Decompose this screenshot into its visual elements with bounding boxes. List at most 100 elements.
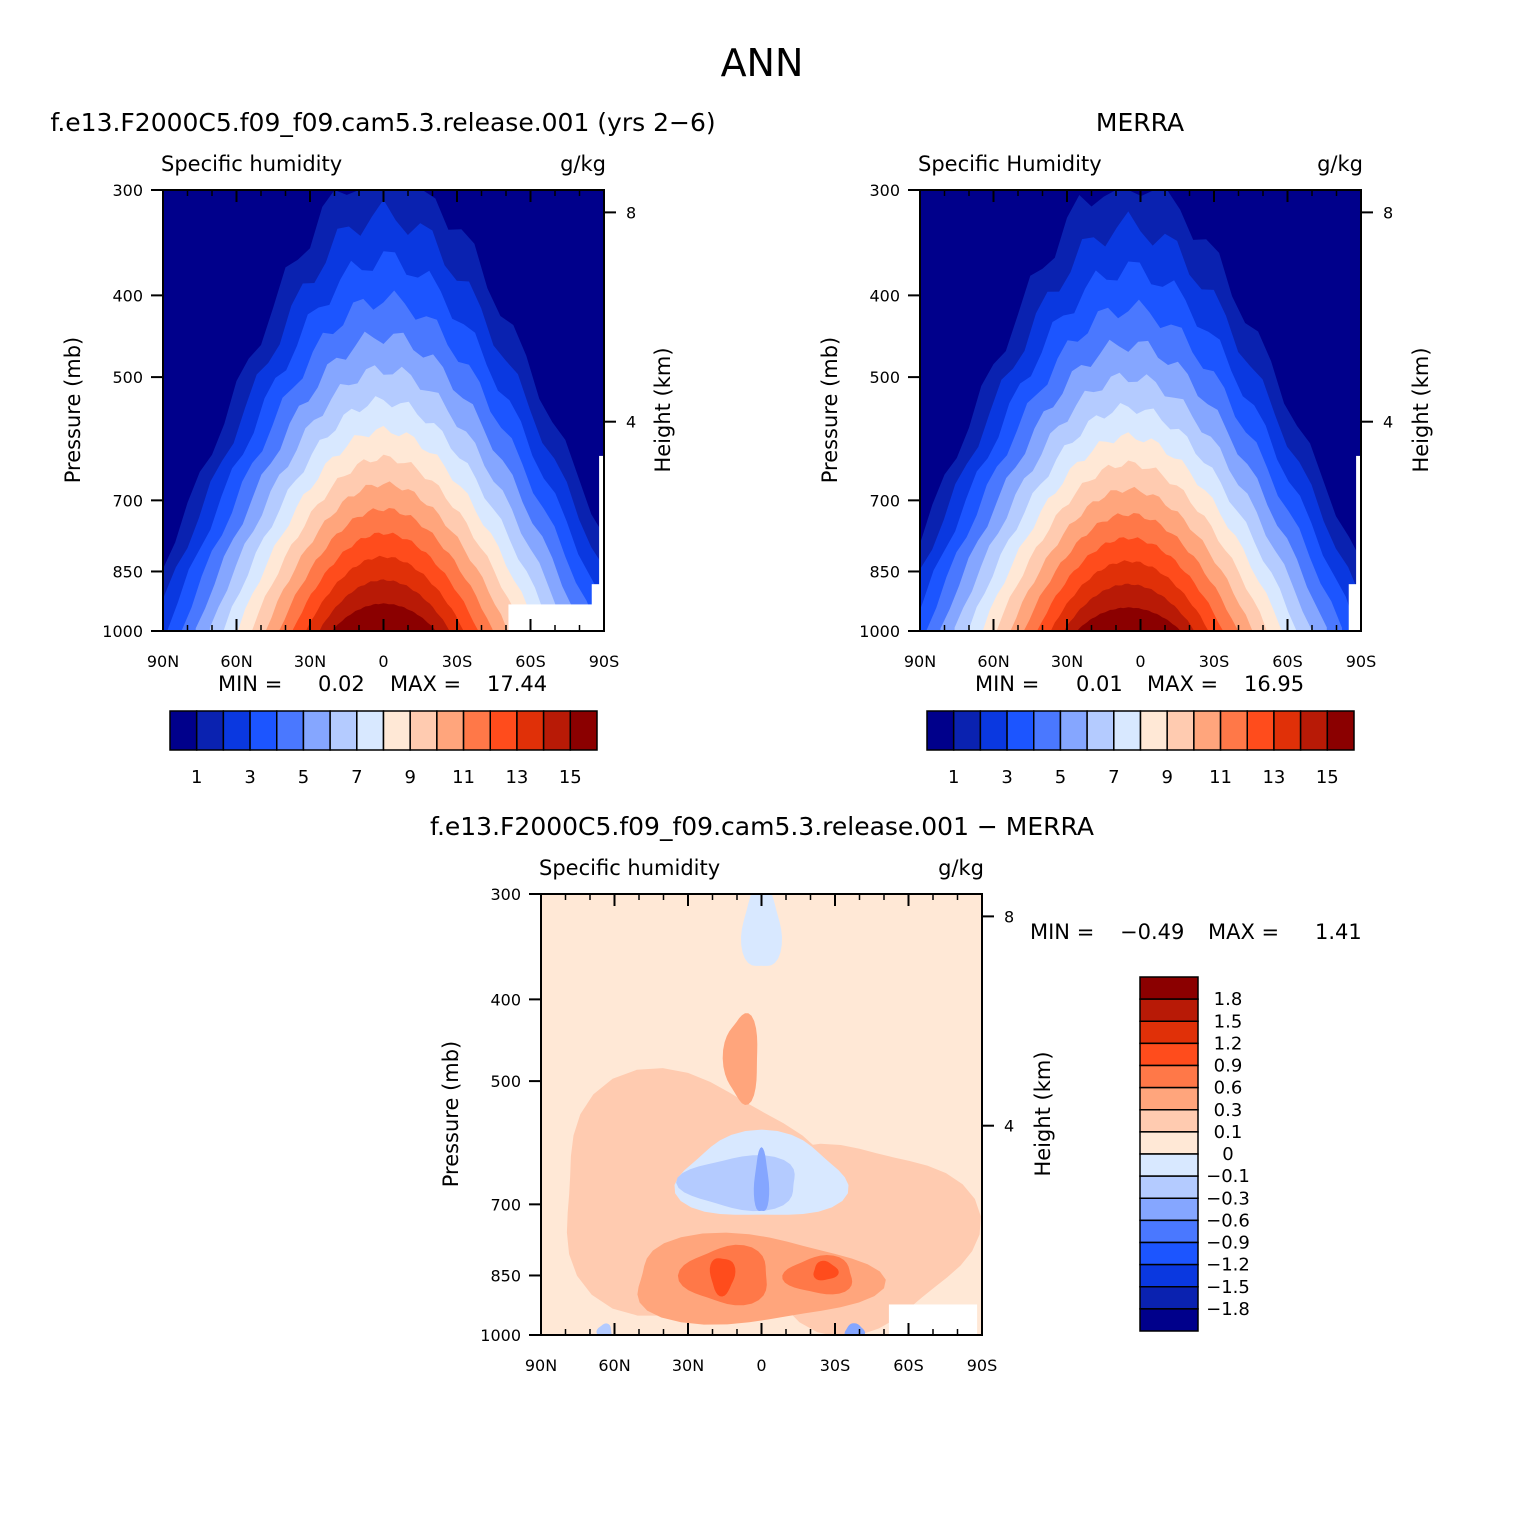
colorbar-swatch [1246, 710, 1275, 751]
y-tick-label: 1000 [859, 622, 900, 641]
colorbar-label: 15 [1316, 767, 1339, 788]
y-tick-label: 700 [112, 491, 143, 510]
colorbar-obs: 1 3 5 7 9 11 13 15 [926, 710, 1355, 788]
masked-region [1356, 455, 1361, 631]
y-right-tick-label: 8 [626, 203, 636, 222]
subtitle-right-diff: g/kg [938, 856, 984, 880]
x-tick-label: 30S [1199, 652, 1230, 671]
colorbar-swatch [1139, 1153, 1199, 1177]
x-tick-label: 90S [1346, 652, 1377, 671]
y-tick-label: 700 [490, 1195, 521, 1214]
x-tick-label: 0 [378, 652, 388, 671]
colorbar-swatch [436, 710, 465, 751]
colorbar-swatch [1033, 710, 1062, 751]
colorbar-label: 11 [1209, 767, 1232, 788]
colorbar-label: −1.5 [1206, 1277, 1250, 1298]
colorbar-label: 1.5 [1214, 1011, 1243, 1032]
y-tick-label: 300 [112, 181, 143, 200]
subtitle-left-model: Specific humidity [161, 152, 342, 176]
colorbar-swatch [356, 710, 385, 751]
y-tick-label: 300 [490, 885, 521, 904]
subtitle-left-obs: Specific Humidity [918, 152, 1102, 176]
colorbar-swatch [1139, 976, 1199, 1000]
colorbar-label: 9 [404, 767, 415, 788]
diff-band-0.9-to-1.2 [709, 1258, 736, 1297]
colorbar-swatch [1299, 710, 1329, 751]
colorbar-label: 11 [452, 767, 475, 788]
x-tick-label: 90S [589, 652, 620, 671]
colorbar-label: −1.2 [1206, 1255, 1250, 1276]
colorbar-label: 5 [298, 767, 309, 788]
colorbar-swatch [1273, 710, 1302, 751]
stat-min-label-obs: MIN = [975, 672, 1039, 696]
panel-title-diff: f.e13.F2000C5.f09_f09.cam5.3.release.001… [430, 812, 1094, 841]
x-tick-label: 60S [515, 652, 546, 671]
y-tick-label: 500 [490, 1072, 521, 1091]
colorbar-label: 1 [948, 767, 959, 788]
masked-region [508, 604, 595, 631]
y-right-tick-label: 8 [1383, 203, 1393, 222]
subtitle-left-diff: Specific humidity [539, 856, 720, 880]
colorbar-swatch [569, 710, 598, 751]
colorbar-label: 9 [1161, 767, 1172, 788]
x-tick-label: 0 [1135, 652, 1145, 671]
colorbar-swatch [542, 710, 572, 751]
ylabel-diff: Pressure (mb) [439, 1041, 463, 1188]
panel-title-model: f.e13.F2000C5.f09_f09.cam5.3.release.001… [50, 108, 715, 137]
colorbar-swatch [1139, 1064, 1199, 1089]
colorbar-label: 3 [244, 767, 255, 788]
colorbar-swatch [1006, 710, 1035, 751]
colorbar-label: 0 [1222, 1144, 1233, 1165]
x-tick-label: 60N [220, 652, 252, 671]
colorbar-swatch [1086, 710, 1115, 751]
y-tick-label: 850 [490, 1266, 521, 1285]
colorbar-swatch [926, 710, 955, 751]
x-tick-label: 30S [442, 652, 473, 671]
colorbar-label: −0.6 [1206, 1210, 1250, 1231]
colorbar-swatch [1139, 998, 1199, 1022]
figure-title: ANN [721, 41, 804, 85]
colorbar-label: 7 [351, 767, 362, 788]
ylabel-obs: Pressure (mb) [818, 337, 842, 484]
stat-max-model: 17.44 [487, 672, 547, 696]
colorbar-swatch [1326, 710, 1355, 751]
subtitle-right-model: g/kg [560, 152, 606, 176]
y-tick-label: 500 [112, 368, 143, 387]
colorbar-swatch [222, 710, 251, 751]
colorbar-swatch [1139, 1219, 1199, 1244]
axis-ticks-obs: 90N 60N 30N 0 30S 60S 90S 300 400 500 700 850 1000 8 4 [859, 181, 1393, 671]
colorbar-swatch [1193, 710, 1222, 751]
x-tick-label: 60S [1272, 652, 1303, 671]
diff-band-0.3-to-0.6 [722, 1013, 758, 1105]
y-tick-label: 300 [869, 181, 900, 200]
axis-ticks-model: 90N 60N 30N 0 30S 60S 90S 300 400 500 700 850 1000 8 4 [102, 181, 636, 671]
colorbar-swatch [489, 710, 518, 751]
y-tick-label: 1000 [480, 1326, 521, 1345]
y-tick-label: 850 [869, 562, 900, 581]
colorbar-label: −0.9 [1206, 1233, 1250, 1254]
y-tick-label: 1000 [102, 622, 143, 641]
contour-field-diff [541, 894, 982, 1335]
colorbar-swatch [1113, 710, 1142, 751]
ylabel-right-diff: Height (km) [1031, 1051, 1055, 1176]
colorbar-label: 5 [1055, 767, 1066, 788]
ylabel-model: Pressure (mb) [61, 337, 85, 484]
subtitle-right-obs: g/kg [1317, 152, 1363, 176]
stats-diff: MIN = −0.49 MAX = 1.41 [1030, 920, 1362, 944]
colorbar-label: 0.3 [1214, 1100, 1243, 1121]
y-right-tick-label: 4 [626, 413, 636, 432]
stat-min-obs: 0.01 [1076, 672, 1123, 696]
colorbar-swatch [1139, 1131, 1199, 1155]
colorbar-model: 1 3 5 7 9 11 13 15 [169, 710, 598, 788]
colorbar-swatch [276, 710, 305, 751]
x-tick-label: 90N [525, 1356, 557, 1375]
y-tick-label: 500 [869, 368, 900, 387]
colorbar-label: −0.1 [1206, 1166, 1250, 1187]
contour-band-15 [1077, 607, 1181, 631]
masked-region [599, 455, 604, 631]
ylabel-right-obs: Height (km) [1409, 347, 1433, 472]
x-tick-label: 30N [672, 1356, 704, 1375]
x-tick-label: 30N [1051, 652, 1083, 671]
colorbar-swatch [1139, 710, 1168, 751]
